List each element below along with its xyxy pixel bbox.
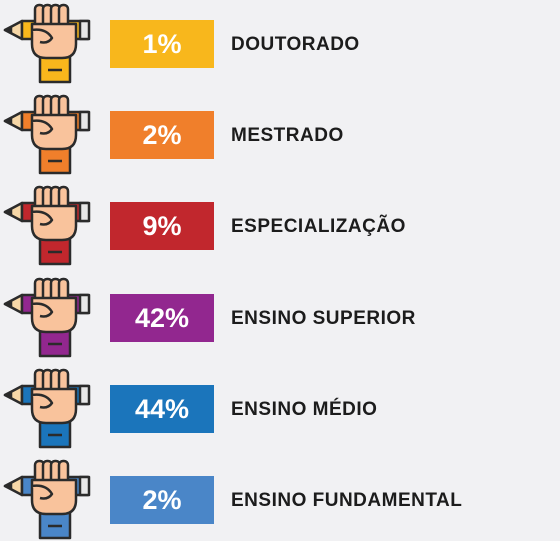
pencil-end <box>78 293 91 315</box>
row: 1% DOUTORADO <box>3 3 360 84</box>
pencil-end <box>78 110 91 132</box>
hand-pencil-icon <box>3 368 91 449</box>
percent-box <box>110 385 214 433</box>
pencil-lead <box>3 299 13 309</box>
hand-pencil-icon <box>3 3 91 84</box>
percent: 2% <box>142 485 181 515</box>
percent: 42% <box>135 303 189 333</box>
hand-pencil-icon <box>3 459 91 540</box>
level-label: MESTRADO <box>231 125 344 146</box>
percent-box <box>110 111 214 159</box>
row: 2% ENSINO FUNDAMENTAL <box>3 459 462 540</box>
level-label: DOUTORADO <box>231 34 360 55</box>
row: 9% ESPECIALIZAÇÃO <box>3 185 406 266</box>
percent: 9% <box>142 211 181 241</box>
level-label: ESPECIALIZAÇÃO <box>231 215 406 237</box>
row: 2% MESTRADO <box>3 94 344 175</box>
percent: 1% <box>142 29 181 59</box>
thumb <box>31 302 54 318</box>
hand-pencil-icon <box>3 277 91 358</box>
percent-box <box>110 294 214 342</box>
thumb <box>31 119 54 135</box>
pencil-lead <box>3 481 13 491</box>
hand-pencil-icon <box>3 185 91 266</box>
pencil-lead <box>3 25 13 35</box>
row: 42% ENSINO SUPERIOR <box>3 277 416 358</box>
percent: 44% <box>135 394 189 424</box>
sleeve <box>38 145 72 175</box>
thumb <box>31 393 54 409</box>
pencil-lead <box>3 116 13 126</box>
level-label: ENSINO MÉDIO <box>231 398 377 420</box>
level-label: ENSINO FUNDAMENTAL <box>231 490 462 511</box>
row: 44% ENSINO MÉDIO <box>3 368 377 449</box>
pencil-end <box>78 201 91 223</box>
pencil-lead <box>3 207 13 217</box>
thumb <box>31 28 54 44</box>
percent-box <box>110 202 214 250</box>
percent-box <box>110 20 214 68</box>
sleeve <box>38 236 72 266</box>
percent-box <box>110 476 214 524</box>
pencil-end <box>78 384 91 406</box>
thumb <box>31 210 54 226</box>
pencil-end <box>78 19 91 41</box>
percent: 2% <box>142 120 181 150</box>
sleeve <box>38 54 72 84</box>
hand-pencil-icon <box>3 94 91 175</box>
pencil-lead <box>3 390 13 400</box>
level-label: ENSINO SUPERIOR <box>231 308 416 329</box>
pencil-end <box>78 475 91 497</box>
thumb <box>31 484 54 500</box>
